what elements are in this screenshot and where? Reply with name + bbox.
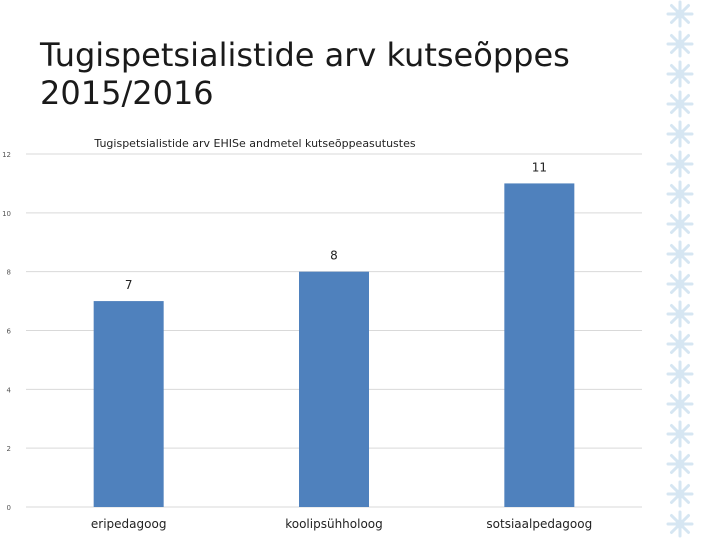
y-tick-label: 4 bbox=[7, 386, 12, 394]
x-tick-label: koolipsühholoog bbox=[285, 517, 383, 531]
x-tick-label: sotsiaalpedagoog bbox=[486, 517, 592, 531]
data-label: 11 bbox=[532, 160, 547, 174]
chart-title: Tugispetsialistide arv EHISe andmetel ku… bbox=[93, 137, 415, 150]
bar-eripedagoog bbox=[93, 301, 164, 507]
slide-title: Tugispetsialistide arv kutseõppes 2015/2… bbox=[40, 36, 640, 112]
y-tick-label: 10 bbox=[2, 210, 11, 218]
bar-koolipsühholoog bbox=[299, 271, 369, 507]
bars bbox=[93, 183, 575, 507]
y-tick-label: 2 bbox=[7, 445, 11, 453]
slide-title-line-1: Tugispetsialistide arv kutseõppes bbox=[40, 36, 570, 74]
slide-title-line-2: 2015/2016 bbox=[40, 74, 214, 112]
y-tick-label: 12 bbox=[2, 151, 11, 159]
bar-sotsiaalpedagoog bbox=[504, 183, 575, 507]
y-axis-ticks: 0 2 4 6 8 10 12 bbox=[2, 151, 11, 512]
x-tick-label: eripedagoog bbox=[91, 517, 167, 531]
y-tick-label: 8 bbox=[7, 269, 11, 277]
y-tick-label: 0 bbox=[7, 504, 11, 512]
y-tick-label: 6 bbox=[7, 328, 12, 336]
x-axis-ticks: eripedagoog koolipsühholoog sotsiaalpedago… bbox=[91, 517, 592, 531]
data-label: 8 bbox=[330, 249, 338, 263]
snowflake-border-ornament bbox=[666, 0, 694, 538]
data-labels: 7 8 11 bbox=[125, 160, 547, 292]
data-label: 7 bbox=[125, 278, 133, 292]
